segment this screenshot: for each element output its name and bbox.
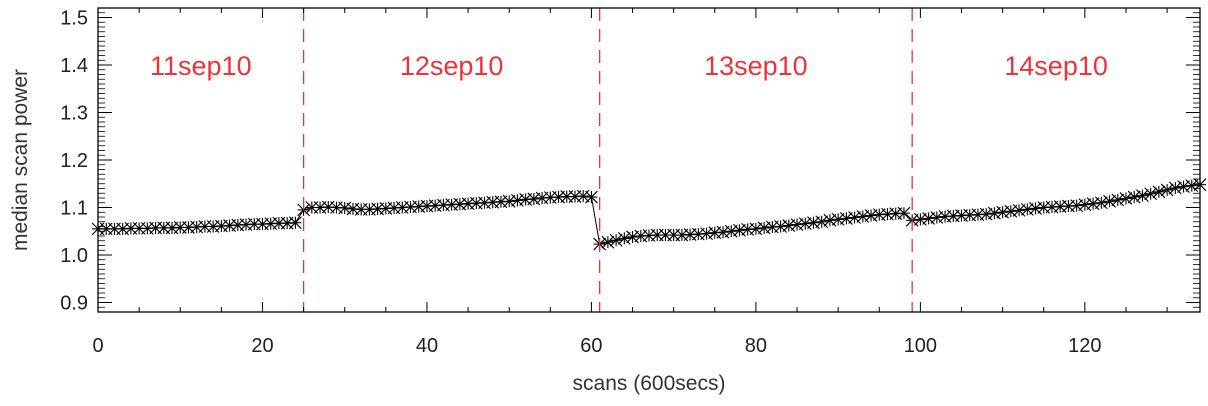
plot-frame (97, 7, 1201, 313)
x-tick-label: 0 (92, 335, 103, 357)
y-tick-label: 1.4 (60, 55, 88, 77)
data-point (1111, 193, 1125, 207)
data-point (601, 235, 615, 249)
y-tick-label: 0.9 (60, 293, 88, 315)
data-point (897, 206, 911, 220)
y-tick-label: 1.2 (60, 150, 88, 172)
data-point (1119, 192, 1133, 205)
y-tick-label: 1.0 (60, 245, 88, 267)
y-tick-label: 1.1 (60, 198, 88, 220)
data-point (1094, 196, 1108, 210)
x-tick-label: 40 (416, 335, 438, 357)
data-point (815, 215, 829, 229)
data-point (1160, 183, 1174, 197)
y-tick-label: 1.3 (60, 103, 88, 125)
data-point (1136, 189, 1149, 203)
data-point (527, 192, 541, 206)
day-label: 14sep10 (1004, 51, 1108, 81)
data-point (922, 212, 936, 225)
data-point (988, 206, 1001, 220)
day-label: 12sep10 (400, 51, 504, 81)
data-point (1144, 187, 1158, 201)
x-tick-label: 20 (251, 335, 273, 357)
data-point (617, 231, 631, 245)
axes: 0 20 40 60 80 100 120 0.9 1.0 1.1 1.2 1.3 1.4 1.5 (60, 8, 1200, 357)
data-point (585, 190, 598, 204)
data-point (1127, 190, 1141, 204)
x-axis-title: scans (600secs) (573, 372, 726, 395)
data-layer (91, 178, 1207, 251)
y-tick-label: 1.5 (60, 8, 88, 30)
data-point (1103, 194, 1116, 208)
data-point (609, 233, 623, 247)
day-boundaries (302, 8, 913, 312)
y-axis-title: median scan power (9, 69, 32, 251)
data-point (823, 213, 837, 227)
data-point (856, 210, 870, 223)
data-point (1152, 185, 1166, 199)
x-tick-label: 100 (904, 335, 937, 357)
day-label: 13sep10 (704, 51, 808, 81)
day-label: 11sep10 (150, 51, 252, 81)
data-point (913, 212, 927, 226)
x-tick-label: 120 (1068, 335, 1101, 357)
data-point (576, 189, 590, 203)
data-point (733, 223, 746, 237)
data-point (716, 225, 730, 239)
x-tick-label: 60 (580, 335, 602, 357)
x-tick-label: 80 (745, 335, 767, 357)
data-point (1012, 203, 1026, 217)
data-point (1168, 181, 1182, 195)
day-labels: 11sep10 12sep10 13sep10 14sep10 (150, 51, 1108, 81)
data-point (288, 216, 302, 230)
